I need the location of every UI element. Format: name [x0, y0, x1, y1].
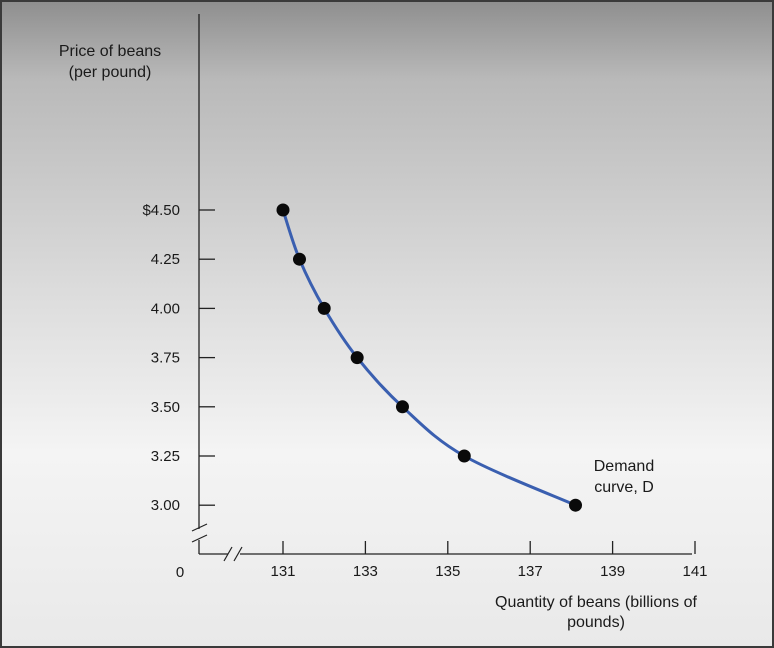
- x-tick-label: 133: [353, 563, 378, 580]
- demand-annotation-line2: curve, D: [594, 479, 654, 496]
- demand-point: [292, 252, 306, 266]
- demand-curve-line: [281, 209, 577, 507]
- y-tick-label: 3.25: [151, 448, 180, 465]
- y-tick-label: $4.50: [142, 202, 180, 219]
- y-axis-label-line1: Price of beans: [59, 43, 161, 60]
- y-tick-label: 3.50: [151, 399, 180, 416]
- demand-annotation-line1: Demand: [594, 458, 654, 475]
- x-axis-break: [223, 546, 243, 562]
- x-tick-label: 137: [518, 563, 543, 580]
- y-tick-label: 4.25: [151, 251, 180, 268]
- demand-point: [317, 301, 331, 315]
- origin-label: 0: [176, 564, 184, 581]
- x-tick-label: 131: [270, 563, 295, 580]
- y-axis-label-line2: (per pound): [69, 64, 152, 81]
- x-axis-label-line2: pounds): [567, 614, 625, 631]
- x-axis-label-line1: Quantity of beans (billions of: [495, 594, 697, 611]
- demand-point: [350, 351, 364, 365]
- ticks-layer: 131 133 135 137 139 141 $4.50 4.25 4.00 3.75 3.50 3…: [142, 202, 707, 580]
- demand-point: [457, 449, 471, 463]
- demand-point: [395, 400, 409, 414]
- points-layer: [276, 203, 583, 512]
- y-tick-label: 4.00: [151, 300, 180, 317]
- x-tick-label: 141: [682, 563, 707, 580]
- y-axis-break: [191, 523, 208, 543]
- x-tick-label: 139: [600, 563, 625, 580]
- demand-point: [569, 498, 583, 512]
- curve-layer: [281, 209, 577, 507]
- y-tick-label: 3.75: [151, 350, 180, 367]
- x-tick-label: 135: [435, 563, 460, 580]
- y-tick-label: 3.00: [151, 497, 180, 514]
- demand-point: [276, 203, 290, 217]
